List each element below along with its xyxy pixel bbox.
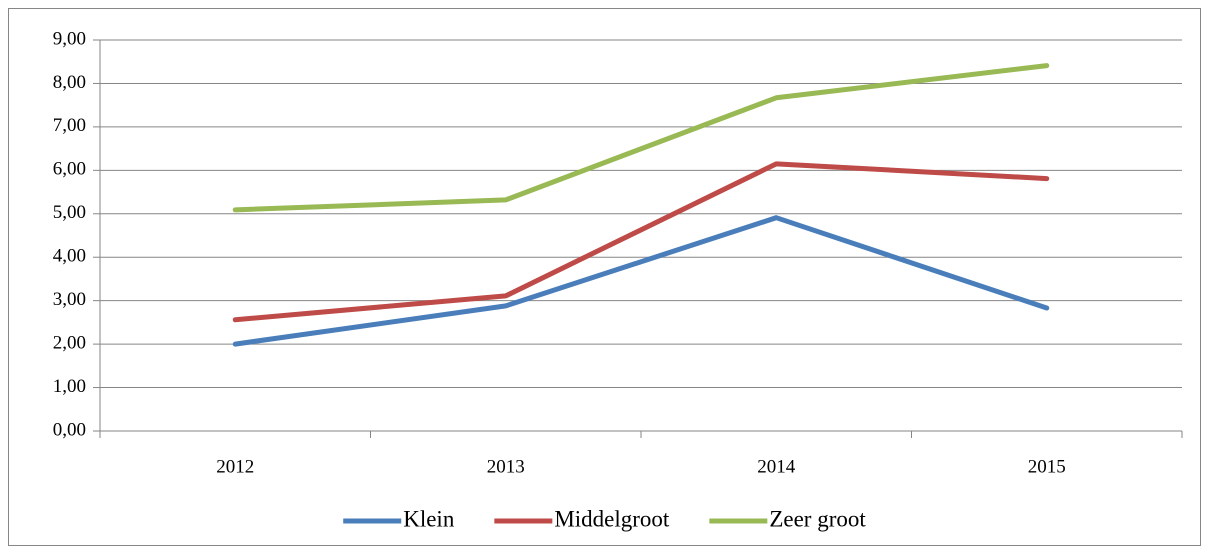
y-tick-label: 1,00 (53, 376, 86, 397)
x-tick-label: 2012 (216, 456, 254, 477)
y-tick-label: 3,00 (53, 289, 86, 310)
x-tick-label: 2015 (1028, 456, 1066, 477)
series-line (232, 161, 1050, 323)
y-tick-label: 8,00 (53, 72, 86, 93)
series-line (232, 63, 1050, 213)
legend-label: Middelgroot (554, 506, 670, 531)
y-tick-label: 2,00 (53, 332, 86, 353)
chart-border (8, 8, 1201, 546)
y-tick-label: 5,00 (53, 202, 86, 223)
y-tick-label: 0,00 (53, 419, 86, 440)
x-tick-label: 2014 (757, 456, 796, 477)
series-line (232, 215, 1050, 347)
y-tick-label: 9,00 (53, 28, 86, 49)
legend-label: Zeer groot (769, 506, 866, 531)
legend-label: Klein (403, 506, 455, 531)
y-tick-label: 7,00 (53, 115, 86, 136)
y-tick-label: 4,00 (53, 246, 86, 267)
x-tick-label: 2013 (487, 456, 525, 477)
y-tick-label: 6,00 (53, 159, 86, 180)
